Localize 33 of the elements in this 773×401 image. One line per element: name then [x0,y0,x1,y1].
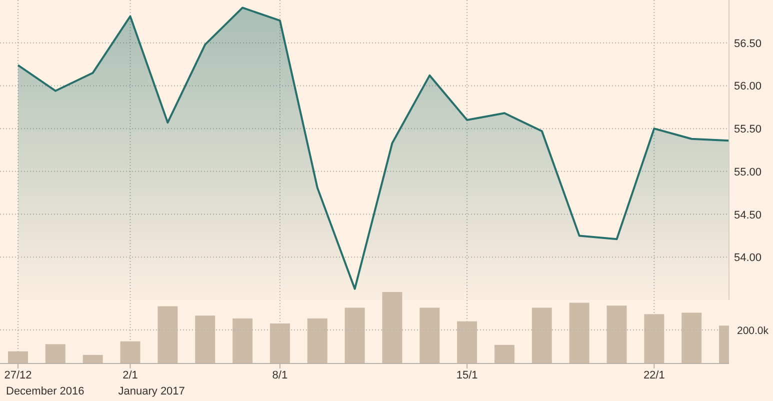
bar [120,341,140,364]
bar [158,306,178,364]
bar [457,321,478,364]
x-tick-label: 22/1 [643,370,665,382]
bar [307,318,328,364]
bar [532,308,552,364]
text: December 2016 [6,386,84,398]
x-tick-label: 2/1 [122,370,138,382]
bar [8,351,28,364]
bar [232,318,253,364]
x-tick-label: 27/12 [4,370,32,382]
y-tick-label: 56.00 [734,80,762,93]
bar [682,312,702,364]
bar [644,314,664,364]
bar [195,316,216,364]
bar [270,323,290,364]
text: January 2017 [118,386,185,398]
y-tick-label: 55.00 [734,166,762,178]
y-tick-label: 55.50 [734,124,762,136]
bar [82,354,103,364]
y-tick-label: 54.00 [734,252,762,264]
x-tick-label: 8/1 [272,370,288,382]
bar [606,306,627,364]
bar [420,308,440,364]
ref-line-label: 200.0k [737,324,770,337]
bar [494,344,514,364]
bar [45,344,66,364]
y-tick-label: 56.50 [734,38,762,50]
bar [569,302,590,364]
x-tick-label: 15/1 [456,370,478,382]
bar [344,308,365,364]
bar [382,292,402,364]
y-tick-label: 54.50 [734,209,762,222]
